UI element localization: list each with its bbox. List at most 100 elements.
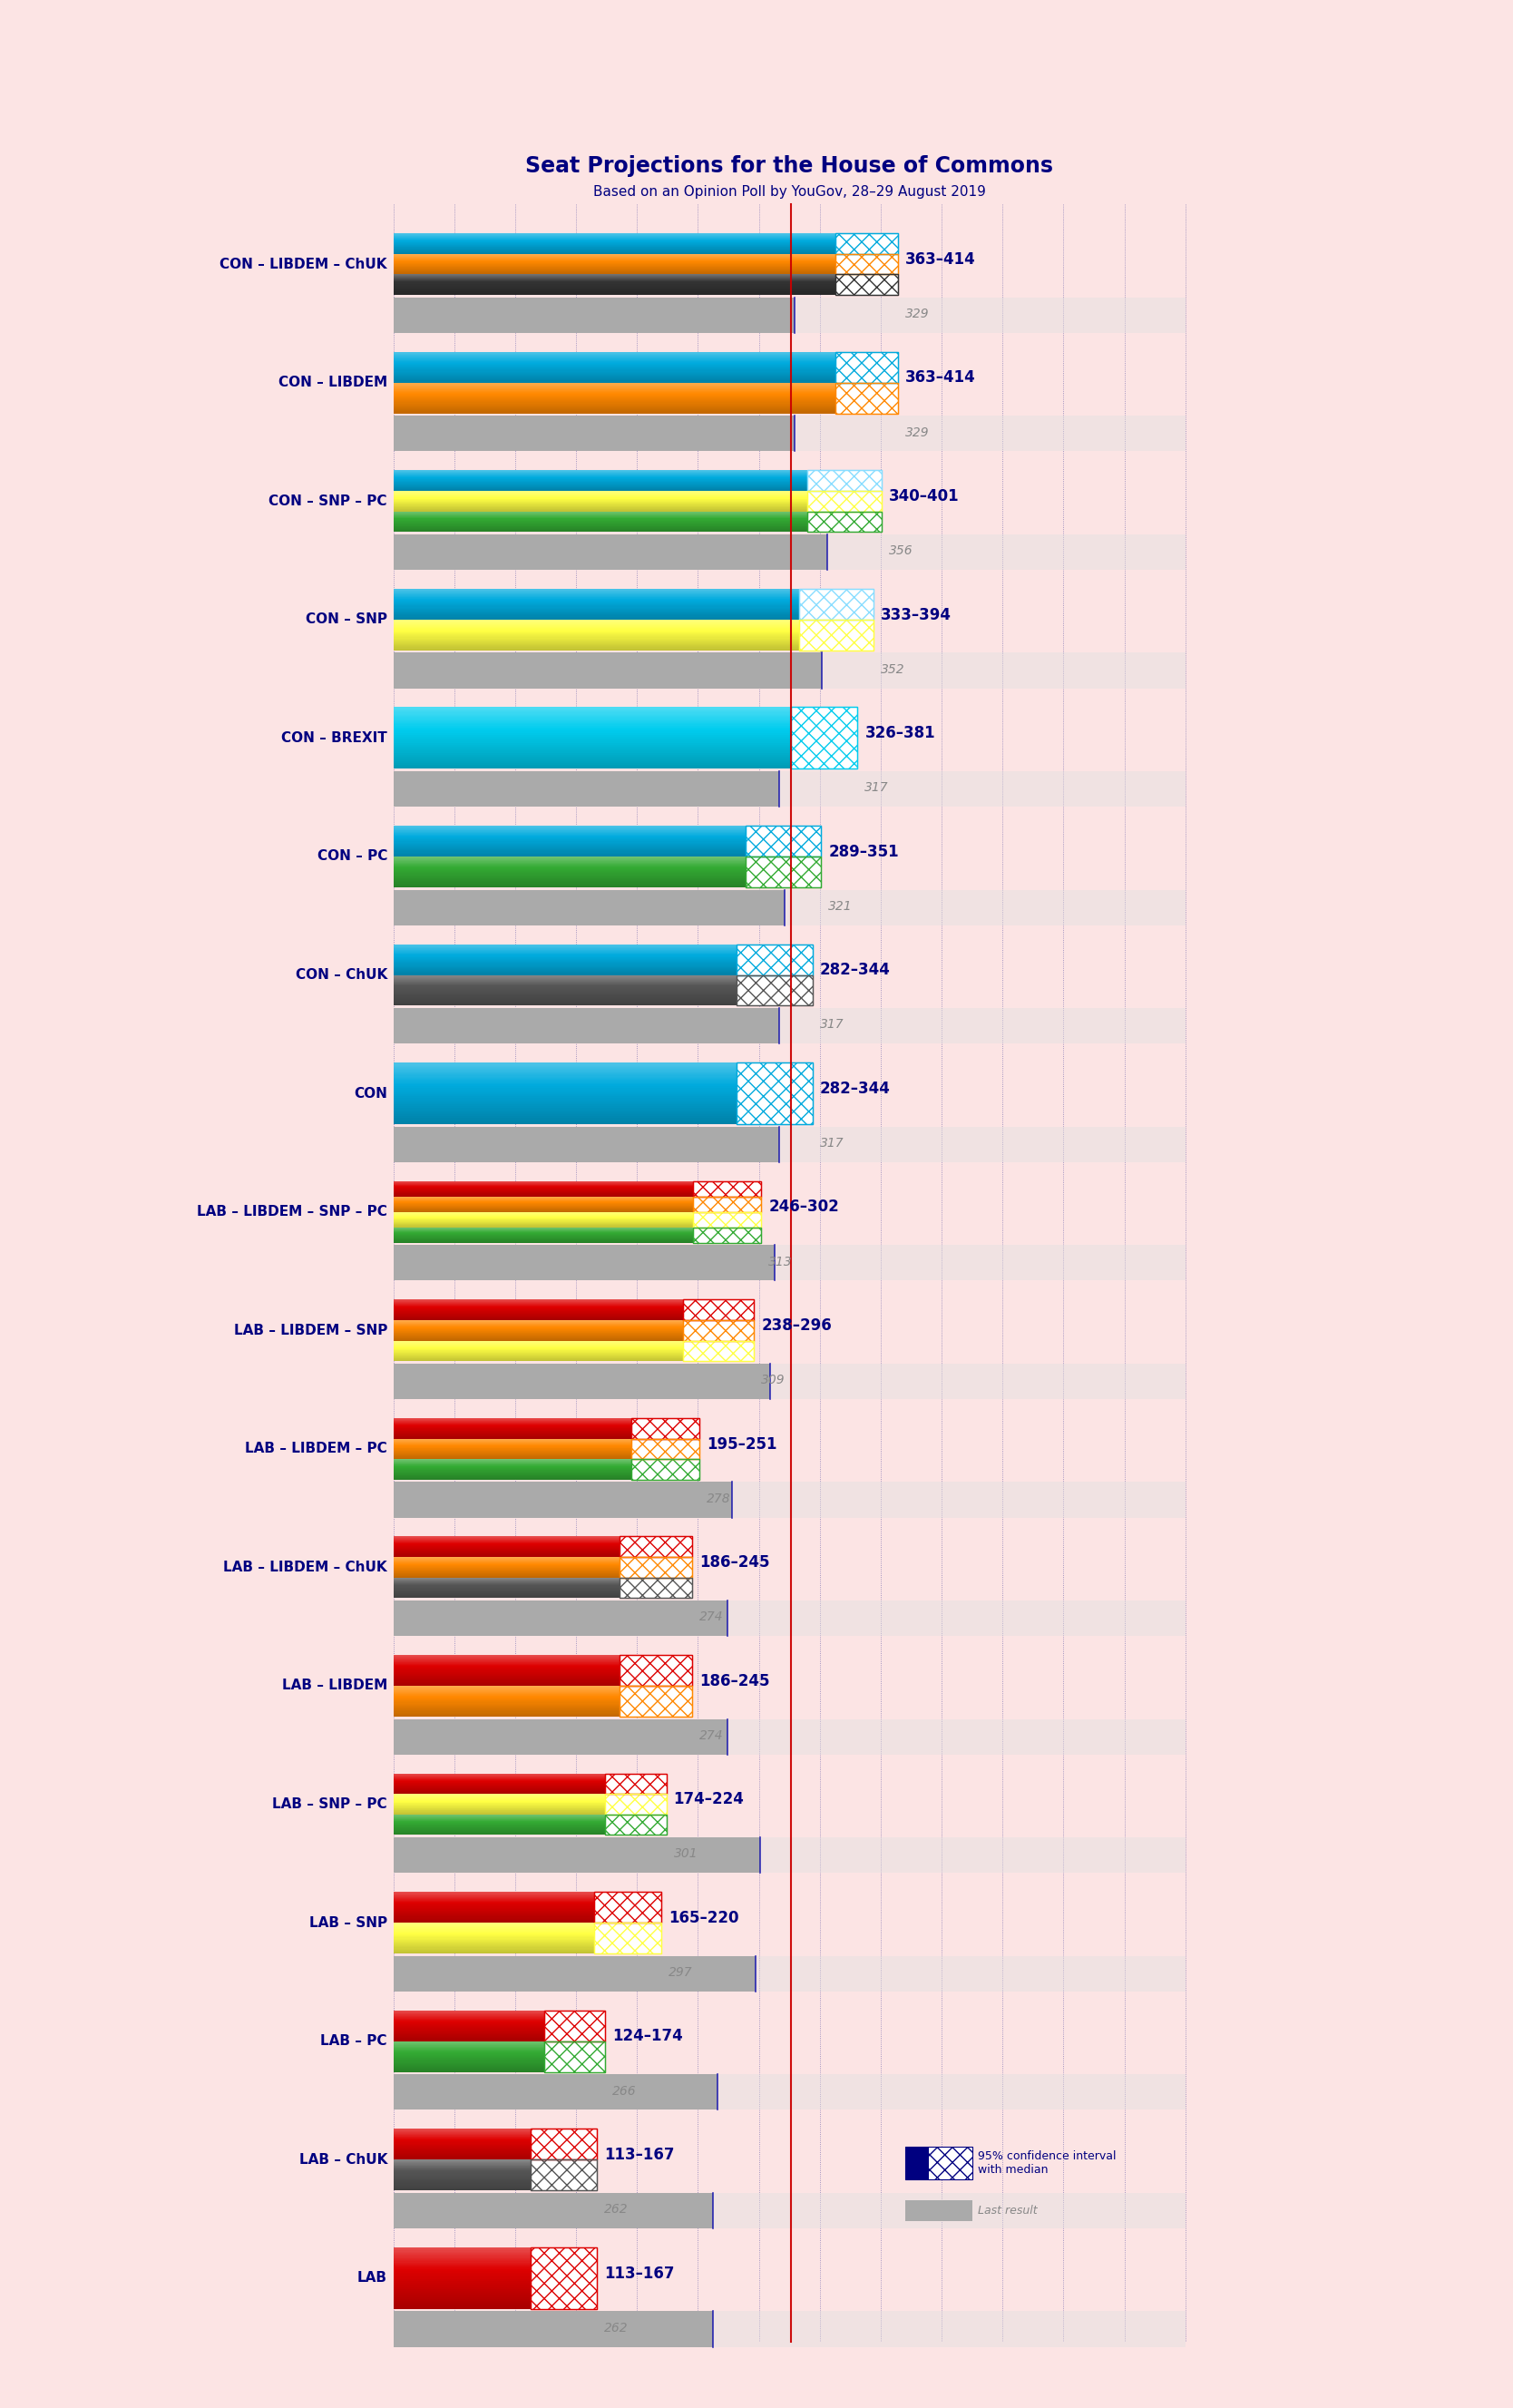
Bar bbox=[605, 1816, 666, 1835]
Bar bbox=[684, 1320, 753, 1341]
Text: 124–174: 124–174 bbox=[613, 2028, 684, 2044]
Bar bbox=[631, 1459, 699, 1479]
Bar bbox=[393, 1837, 760, 1873]
Bar bbox=[393, 2073, 717, 2109]
Text: CON – SNP: CON – SNP bbox=[306, 612, 387, 626]
Text: 340–401: 340–401 bbox=[890, 489, 959, 506]
Bar bbox=[531, 2247, 596, 2309]
Bar bbox=[393, 1363, 770, 1399]
Bar bbox=[799, 619, 873, 650]
Bar bbox=[605, 1816, 666, 1835]
Bar bbox=[531, 2247, 596, 2309]
Bar bbox=[835, 383, 897, 414]
Text: 326–381: 326–381 bbox=[865, 725, 935, 742]
Bar bbox=[595, 1893, 661, 1922]
Text: 317: 317 bbox=[865, 783, 890, 795]
Bar bbox=[393, 535, 828, 571]
Bar bbox=[835, 352, 897, 383]
Text: LAB – LIBDEM: LAB – LIBDEM bbox=[281, 1678, 387, 1693]
Bar bbox=[393, 2312, 713, 2348]
Bar bbox=[531, 2160, 596, 2191]
Bar bbox=[393, 1601, 728, 1635]
Bar bbox=[684, 1320, 753, 1341]
Text: 195–251: 195–251 bbox=[707, 1435, 776, 1452]
Bar bbox=[755, 1955, 1185, 1991]
Bar bbox=[684, 1320, 753, 1341]
Text: 246–302: 246–302 bbox=[769, 1199, 840, 1216]
Bar bbox=[808, 491, 882, 510]
Bar bbox=[905, 2146, 971, 2179]
Bar bbox=[799, 588, 873, 619]
Text: LAB – LIBDEM – SNP: LAB – LIBDEM – SNP bbox=[233, 1324, 387, 1336]
Bar bbox=[684, 1341, 753, 1361]
Bar bbox=[779, 1009, 1185, 1043]
Text: CON – PC: CON – PC bbox=[318, 850, 387, 864]
Bar bbox=[620, 1558, 691, 1577]
Bar bbox=[779, 1127, 1185, 1163]
Bar bbox=[631, 1438, 699, 1459]
Bar bbox=[545, 2011, 605, 2042]
Bar bbox=[620, 1654, 691, 1686]
Bar bbox=[393, 417, 794, 450]
Bar bbox=[808, 510, 882, 532]
Text: Seat Projections for the House of Commons: Seat Projections for the House of Common… bbox=[525, 154, 1053, 176]
Text: 262: 262 bbox=[604, 2203, 628, 2215]
Bar bbox=[779, 771, 1185, 807]
Text: LAB – PC: LAB – PC bbox=[321, 2035, 387, 2047]
Bar bbox=[605, 1772, 666, 1794]
Bar bbox=[693, 1197, 761, 1211]
Bar bbox=[799, 619, 873, 650]
Bar bbox=[393, 1127, 779, 1163]
Bar bbox=[620, 1536, 691, 1558]
Bar bbox=[393, 653, 822, 689]
Text: CON – ChUK: CON – ChUK bbox=[295, 968, 387, 982]
Bar bbox=[693, 1228, 761, 1243]
Text: 262: 262 bbox=[604, 2321, 628, 2333]
Bar bbox=[595, 1922, 661, 1953]
Bar bbox=[835, 253, 897, 275]
Bar bbox=[631, 1438, 699, 1459]
Text: 329: 329 bbox=[905, 426, 929, 438]
Bar bbox=[545, 2011, 605, 2042]
Bar bbox=[737, 975, 812, 1007]
Bar bbox=[737, 1062, 812, 1125]
Bar bbox=[531, 2160, 596, 2191]
Bar bbox=[620, 1558, 691, 1577]
Bar bbox=[393, 1481, 732, 1517]
Bar bbox=[545, 2011, 605, 2042]
Text: 266: 266 bbox=[613, 2085, 637, 2097]
Bar bbox=[835, 383, 897, 414]
Bar bbox=[693, 1180, 761, 1197]
Bar bbox=[631, 1418, 699, 1438]
Bar bbox=[595, 1893, 661, 1922]
Bar bbox=[620, 1686, 691, 1717]
Text: LAB – LIBDEM – SNP – PC: LAB – LIBDEM – SNP – PC bbox=[197, 1204, 387, 1218]
Bar bbox=[693, 1197, 761, 1211]
Text: LAB – SNP: LAB – SNP bbox=[309, 1917, 387, 1929]
Text: LAB – LIBDEM – ChUK: LAB – LIBDEM – ChUK bbox=[224, 1560, 387, 1575]
Bar bbox=[605, 1816, 666, 1835]
Bar bbox=[737, 975, 812, 1007]
Bar bbox=[808, 470, 882, 491]
Bar bbox=[728, 1719, 1185, 1755]
Text: 356: 356 bbox=[890, 544, 914, 556]
Bar bbox=[693, 1180, 761, 1197]
Bar bbox=[684, 1300, 753, 1320]
Text: Based on an Opinion Poll by YouGov, 28–29 August 2019: Based on an Opinion Poll by YouGov, 28–2… bbox=[593, 185, 985, 200]
Bar bbox=[393, 889, 784, 925]
Text: LAB: LAB bbox=[357, 2271, 387, 2285]
Bar bbox=[799, 588, 873, 619]
Bar bbox=[737, 944, 812, 975]
Bar bbox=[684, 1341, 753, 1361]
Text: CON – BREXIT: CON – BREXIT bbox=[281, 732, 387, 744]
Bar bbox=[620, 1686, 691, 1717]
Bar bbox=[531, 2247, 596, 2309]
Bar bbox=[728, 1601, 1185, 1635]
Bar bbox=[393, 1245, 775, 1281]
Text: 186–245: 186–245 bbox=[699, 1556, 770, 1570]
Text: 329: 329 bbox=[905, 308, 929, 320]
Bar bbox=[393, 1719, 728, 1755]
Text: 313: 313 bbox=[769, 1255, 793, 1269]
Text: 174–224: 174–224 bbox=[673, 1792, 744, 1808]
Bar bbox=[737, 944, 812, 975]
